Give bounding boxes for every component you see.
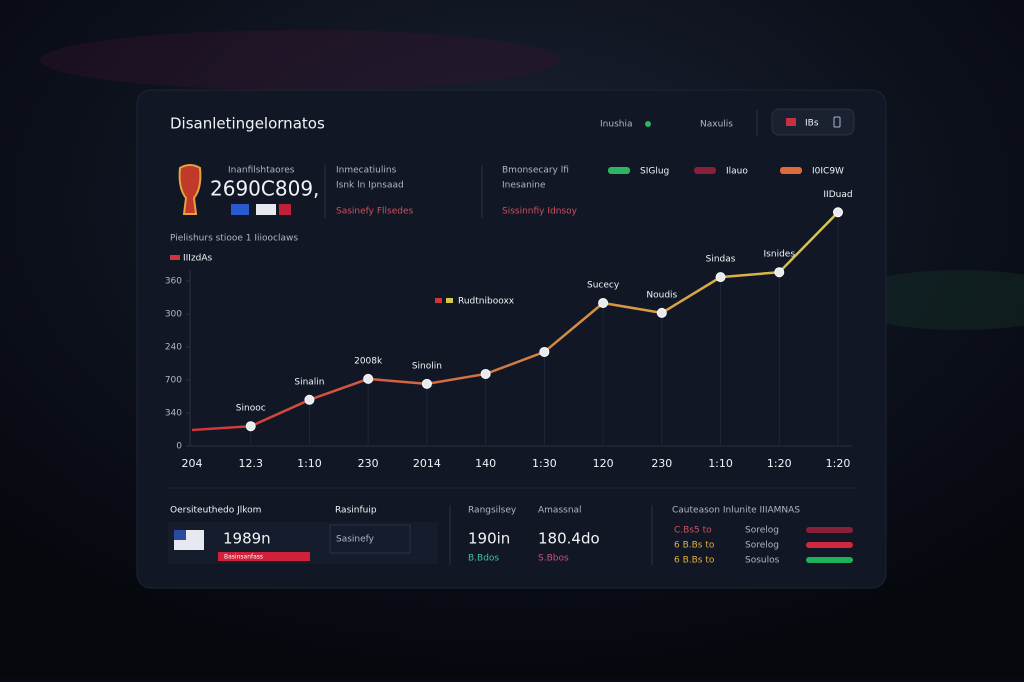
legend-label: SIGlug: [640, 167, 669, 177]
annotation: IIDuad: [823, 190, 852, 200]
legend-label: Ilauo: [726, 167, 748, 177]
y-tick-label: 340: [165, 409, 182, 419]
legend-label: I0IC9W: [812, 167, 844, 177]
x-tick-label: 230: [358, 457, 379, 470]
x-tick-label: 1:20: [767, 457, 792, 470]
stat: Inmecatiulins: [336, 166, 397, 176]
x-tick-label: 1:10: [297, 457, 322, 470]
metric-value: 180.4do: [538, 530, 600, 548]
title: Disanletingelornatos: [170, 115, 325, 133]
annotation: 2008k: [354, 356, 383, 366]
chart-subtitle: Pielishurs stiooe 1 Iiiooclaws: [170, 234, 298, 244]
point: [598, 298, 609, 308]
point: [833, 207, 843, 218]
button[interactable]: [771, 108, 855, 136]
x-tick-label: 120: [593, 457, 614, 470]
stat: Sasinefy Fllsedes: [336, 207, 414, 217]
row-label: C.Bs5 to: [674, 526, 712, 536]
point: [480, 368, 491, 379]
x-tick-label: 1:10: [708, 457, 733, 470]
metric-label: Amassnal: [538, 506, 582, 516]
annotation: Sucecy: [587, 281, 620, 291]
panel-title: Oersiteuthedo Jlkom: [170, 506, 261, 516]
legend-swatch: [780, 167, 802, 174]
row-label: 6 B.Bs to: [674, 541, 715, 551]
value: 1989n: [223, 530, 271, 548]
annotation: Sindas: [706, 255, 736, 265]
panel-title: Rasinfuip: [335, 506, 377, 516]
marker: [170, 255, 180, 260]
flag: [174, 530, 186, 540]
x-tick-label: 1:30: [532, 457, 557, 470]
metric-sub: B.Bdos: [468, 554, 499, 564]
point: [715, 272, 726, 283]
annotation: Isnides: [764, 250, 796, 260]
nav[interactable]: Naxulis: [700, 120, 733, 130]
metric-label: Rangsilsey: [468, 506, 517, 516]
x-tick-label: 12.3: [238, 457, 263, 470]
y-tick-label: 0: [176, 442, 182, 452]
legend-swatch: [446, 298, 453, 303]
icon: [833, 116, 841, 128]
bar-label: Basinsanfass: [224, 554, 263, 561]
glow: [40, 30, 560, 90]
box: [329, 524, 411, 554]
flag: [279, 204, 291, 215]
y-tick-label: 360: [165, 277, 182, 287]
legend-swatch: [608, 167, 630, 174]
nav-dot: [645, 121, 651, 127]
flag: [256, 204, 276, 215]
box-label: Sasinefy: [336, 535, 375, 545]
x-tick-label: 2014: [413, 457, 441, 470]
stat: Bmonsecary lfi: [502, 166, 569, 176]
point: [363, 373, 374, 384]
y-tick-label: 240: [165, 343, 182, 353]
point: [304, 394, 315, 405]
legend-label: Rudtnibooxx: [458, 297, 515, 307]
row-bar: [806, 557, 853, 563]
stat: Sissinnfiy Idnsoy: [502, 207, 578, 217]
caption: Inanfilshtaores: [228, 166, 295, 176]
trophy: [178, 164, 202, 215]
annotation: Noudis: [646, 290, 677, 300]
metric-value: 190in: [468, 530, 510, 548]
stat: Inesanine: [502, 181, 546, 191]
row-label: 6 B.Bs to: [674, 556, 715, 566]
x-tick-label: 204: [182, 457, 203, 470]
row-bar: [806, 527, 853, 533]
panel-title: Cauteason Inlunite IIIAMNAS: [672, 506, 800, 516]
row-bar: [806, 542, 853, 548]
stat: Isnk ln Ipnsaad: [336, 181, 404, 191]
button-label[interactable]: IBs: [805, 119, 819, 129]
point: [774, 267, 785, 278]
y-tick-label: 700: [165, 376, 182, 386]
x-tick-label: 230: [651, 457, 672, 470]
card: [136, 89, 887, 589]
flag: [231, 204, 249, 215]
legend-swatch: [435, 298, 442, 303]
flag-icon: [786, 118, 796, 126]
nav[interactable]: Inushia: [600, 120, 632, 130]
x-tick-label: 140: [475, 457, 496, 470]
score: 2690C809,: [210, 177, 319, 201]
chart-title: IIIzdAs: [183, 254, 213, 264]
row-sub: Sorelog: [745, 541, 779, 551]
annotation: Sinalin: [294, 377, 324, 387]
annotation: Sinooc: [236, 404, 266, 414]
legend-swatch: [694, 167, 716, 174]
row-sub: Sosulos: [745, 556, 780, 566]
metric-sub: S.Bbos: [538, 554, 569, 564]
row-sub: Sorelog: [745, 526, 779, 536]
point: [245, 421, 256, 432]
point: [539, 346, 550, 357]
y-tick-label: 300: [165, 310, 182, 320]
annotation: Sinolin: [412, 361, 442, 371]
point: [656, 307, 667, 318]
point: [421, 378, 432, 389]
x-tick-label: 1:20: [826, 457, 851, 470]
line: [191, 211, 839, 432]
bar: [218, 552, 310, 561]
